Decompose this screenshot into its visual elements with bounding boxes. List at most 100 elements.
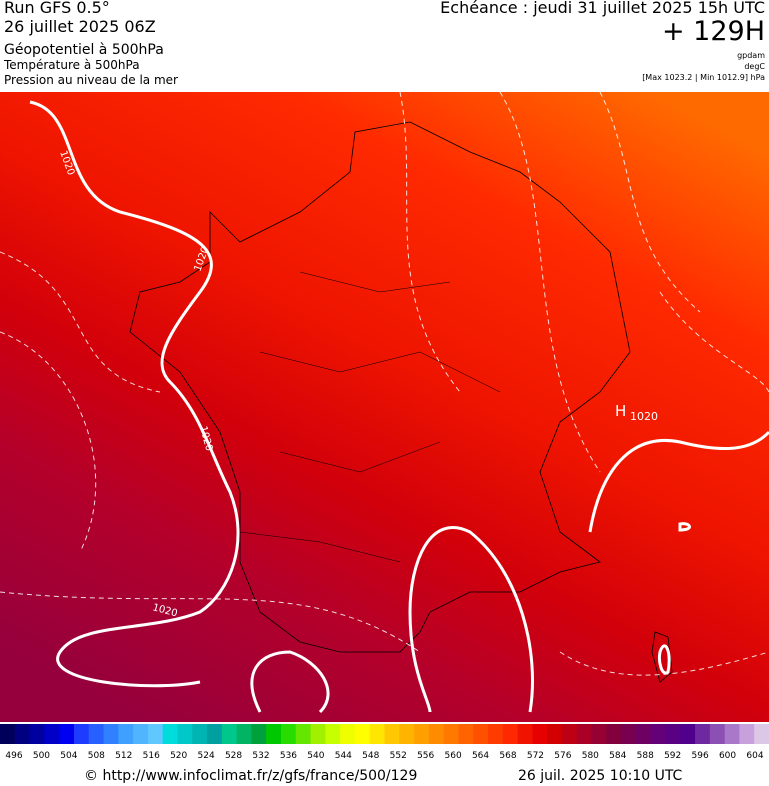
colorbar-swatch xyxy=(340,724,356,744)
colorbar-swatch xyxy=(635,724,652,744)
colorbar-label: 532 xyxy=(252,751,269,761)
colorbar-label: 596 xyxy=(692,751,709,761)
field-label: Géopotentiel à 500hPa xyxy=(4,42,164,58)
high-pressure-value: 1020 xyxy=(630,410,658,423)
colorbar-label: 544 xyxy=(335,751,352,761)
colorbar-swatch xyxy=(532,724,548,744)
unit-label: gpdam xyxy=(737,51,765,60)
colorbar-swatch xyxy=(118,724,134,744)
forecast-time: Echéance : jeudi 31 juillet 2025 15h UTC xyxy=(440,0,765,17)
colorbar-swatch xyxy=(488,724,504,744)
colorbar-swatch xyxy=(29,724,45,744)
field-label: Température à 500hPa xyxy=(4,58,140,72)
colorbar-swatch xyxy=(266,724,282,744)
colorbar-label: 500 xyxy=(33,751,50,761)
timestamp: 26 juil. 2025 10:10 UTC xyxy=(518,768,683,784)
colorbar-swatch xyxy=(44,724,60,744)
colorbar-swatch xyxy=(650,724,666,744)
colorbar-swatch xyxy=(295,724,312,744)
colorbar-swatch xyxy=(280,724,297,744)
colorbar-label: 604 xyxy=(746,751,763,761)
colorbar-swatch xyxy=(606,724,622,744)
run-title: Run GFS 0.5° xyxy=(4,0,110,17)
map: 1020 1020 1020 1020 H 1020 xyxy=(0,92,769,722)
colorbar-swatch xyxy=(754,724,769,744)
colorbar-swatch xyxy=(458,724,474,744)
colorbar-swatch xyxy=(576,724,593,744)
colorbar-label: 564 xyxy=(472,751,489,761)
colorbar-label: 552 xyxy=(390,751,407,761)
colorbar-swatch xyxy=(547,724,563,744)
colorbar-swatch xyxy=(473,724,489,744)
colorbar-swatch xyxy=(695,724,711,744)
colorbar-swatch xyxy=(665,724,681,744)
colorbar-label: 584 xyxy=(609,751,626,761)
colorbar-label: 572 xyxy=(527,751,544,761)
colorbar-label: 528 xyxy=(225,751,242,761)
colorbar-label: 512 xyxy=(115,751,132,761)
colorbar-label: 560 xyxy=(445,751,462,761)
colorbar-label: 516 xyxy=(143,751,160,761)
colorbar-label: 540 xyxy=(307,751,324,761)
colorbar-label: 536 xyxy=(280,751,297,761)
colorbar-label: 556 xyxy=(417,751,434,761)
isotherms xyxy=(0,92,769,676)
colorbar-swatch xyxy=(103,724,119,744)
background-field xyxy=(0,92,769,722)
range-label: [Max 1023.2 | Min 1012.9] hPa xyxy=(642,73,765,82)
field-label: Pression au niveau de la mer xyxy=(4,73,178,87)
colorbar-swatch xyxy=(739,724,755,744)
colorbar-swatch xyxy=(251,724,267,744)
colorbar-swatch xyxy=(680,724,696,744)
colorbar-swatch xyxy=(709,724,726,744)
colorbar-swatch xyxy=(621,724,637,744)
isobars xyxy=(29,100,769,714)
colorbar-label: 496 xyxy=(5,751,22,761)
colorbar-label: 568 xyxy=(499,751,516,761)
colorbar-swatch xyxy=(325,724,341,744)
colorbar-swatch xyxy=(162,724,178,744)
colorbar-swatch xyxy=(133,724,149,744)
colorbar-swatch xyxy=(177,724,193,744)
colorbar-swatch xyxy=(724,724,740,744)
colorbar-swatch xyxy=(73,724,90,744)
source-url: © http://www.infoclimat.fr/z/gfs/france/… xyxy=(84,768,418,784)
colorbar-swatch xyxy=(502,724,519,744)
colorbar-swatch xyxy=(414,724,430,744)
lead-time: + 129H xyxy=(661,16,765,47)
colorbar-swatch xyxy=(14,724,31,744)
run-date: 26 juillet 2025 06Z xyxy=(4,17,156,36)
colorbar-swatch xyxy=(561,724,578,744)
colorbar-swatch xyxy=(207,724,223,744)
colorbar-label: 600 xyxy=(719,751,736,761)
coastlines xyxy=(129,121,673,683)
colorbar-label: 588 xyxy=(637,751,654,761)
colorbar-swatch xyxy=(88,724,105,744)
colorbar-swatch xyxy=(192,724,208,744)
colorbar-swatch xyxy=(0,724,16,744)
colorbar-swatch xyxy=(384,724,400,744)
colorbar-label: 592 xyxy=(664,751,681,761)
colorbar-label: 504 xyxy=(60,751,77,761)
unit-label: degC xyxy=(744,62,765,71)
colorbar-swatch xyxy=(399,724,415,744)
colorbar-swatch xyxy=(517,724,533,744)
colorbar-swatch xyxy=(221,724,238,744)
colorbar-swatch xyxy=(59,724,75,744)
colorbar-label: 548 xyxy=(362,751,379,761)
colorbar-swatch xyxy=(591,724,607,744)
colorbar-swatch xyxy=(236,724,252,744)
colorbar-swatch xyxy=(369,724,385,744)
colorbar-swatch xyxy=(354,724,371,744)
colorbar-label: 520 xyxy=(170,751,187,761)
high-pressure-marker: H xyxy=(615,402,626,420)
colorbar-label: 524 xyxy=(198,751,215,761)
colorbar-swatch xyxy=(310,724,326,744)
colorbar-swatch xyxy=(443,724,459,744)
colorbar-label: 576 xyxy=(554,751,571,761)
colorbar: 496 500 504 508 512 516 520 524 528 532 536 540 544 5… xyxy=(0,724,769,761)
colorbar-label: 580 xyxy=(582,751,599,761)
colorbar-swatch xyxy=(147,724,164,744)
colorbar-label: 508 xyxy=(88,751,105,761)
